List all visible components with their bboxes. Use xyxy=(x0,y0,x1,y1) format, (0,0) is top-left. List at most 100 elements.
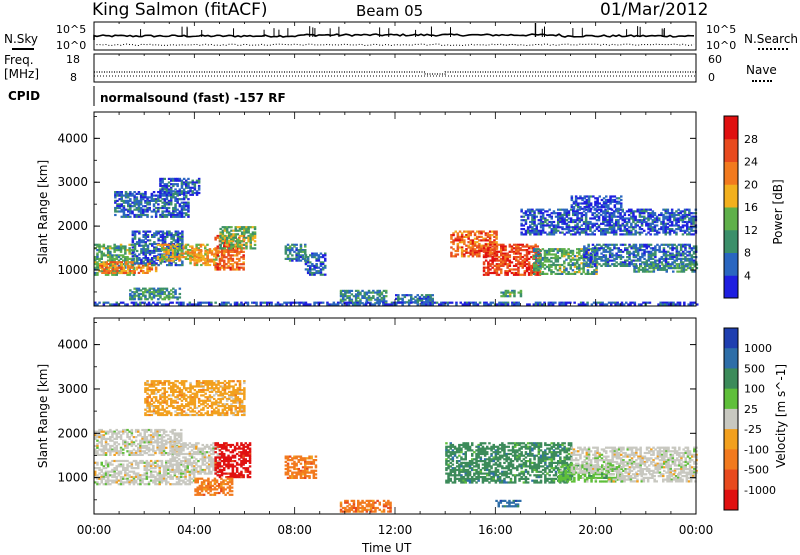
power-cell xyxy=(185,187,188,189)
power-cell xyxy=(664,303,667,305)
power-cell xyxy=(187,198,190,200)
power-cell xyxy=(478,239,481,241)
power-cell xyxy=(524,249,527,251)
power-cell xyxy=(581,208,584,210)
power-cell xyxy=(563,233,566,235)
power-cell xyxy=(181,192,184,194)
power-cell xyxy=(133,191,136,193)
power-cell xyxy=(485,256,488,258)
power-cell xyxy=(489,244,492,246)
power-cell xyxy=(573,302,576,304)
power-cell xyxy=(414,296,417,298)
power-cell xyxy=(609,244,612,246)
power-cell xyxy=(630,253,633,255)
power-cell xyxy=(615,210,618,212)
power-cell xyxy=(179,239,182,241)
power-cell xyxy=(691,271,694,273)
power-cell xyxy=(557,269,560,271)
power-cell xyxy=(189,190,192,192)
power-cell xyxy=(474,253,477,255)
power-cell xyxy=(187,216,190,218)
power-cell xyxy=(538,223,541,225)
power-cell xyxy=(643,230,646,232)
power-cell xyxy=(353,295,356,297)
power-cell xyxy=(133,274,136,276)
power-cell xyxy=(478,255,481,257)
velocity-cell xyxy=(133,467,136,469)
power-cell xyxy=(511,268,514,270)
power-cell xyxy=(129,195,132,197)
power-cell xyxy=(574,266,577,268)
power-cell xyxy=(168,185,171,187)
power-cell xyxy=(637,221,640,223)
power-cell xyxy=(146,298,149,300)
power-cell xyxy=(214,302,217,304)
velocity-cell xyxy=(103,467,106,469)
power-cell xyxy=(132,252,135,254)
power-cell xyxy=(596,244,599,246)
power-cell xyxy=(658,219,661,221)
power-cell xyxy=(602,233,605,235)
power-cell xyxy=(175,241,178,243)
velocity-cell xyxy=(116,469,119,471)
power-cell xyxy=(491,231,494,233)
power-cell xyxy=(485,249,488,251)
power-cell xyxy=(147,236,150,238)
power-cell xyxy=(161,260,164,262)
power-cell xyxy=(485,245,488,247)
power-cell xyxy=(632,228,635,230)
power-cell xyxy=(489,272,492,274)
power-cell xyxy=(587,265,590,267)
power-cell xyxy=(241,247,244,249)
power-cell xyxy=(557,264,560,266)
nsearch-trace xyxy=(94,44,694,45)
power-cell xyxy=(157,250,160,252)
power-cell xyxy=(470,243,473,245)
power-cell xyxy=(643,254,646,256)
power-cell xyxy=(639,249,642,251)
power-cell xyxy=(452,248,455,250)
power-cell xyxy=(478,236,481,238)
power-cell xyxy=(619,230,622,232)
power-cell xyxy=(120,258,123,260)
power-cell xyxy=(581,202,584,204)
power-cell xyxy=(151,200,154,202)
power-cell xyxy=(504,249,507,251)
power-cell xyxy=(667,228,670,230)
power-cell xyxy=(125,209,128,211)
power-cell xyxy=(592,247,595,249)
power-cell xyxy=(240,256,243,258)
power-cell xyxy=(620,199,623,201)
power-cell xyxy=(176,302,179,304)
power-cell xyxy=(126,303,129,305)
power-cell xyxy=(539,250,542,252)
power-cell xyxy=(649,209,652,211)
power-cell xyxy=(98,251,101,253)
power-cell xyxy=(128,244,131,246)
power-cell xyxy=(609,260,612,262)
velocity-cell xyxy=(103,483,106,485)
power-cell xyxy=(132,234,135,236)
power-cell xyxy=(672,271,675,273)
power-cell xyxy=(232,268,235,270)
power-cell xyxy=(519,274,522,276)
power-cell xyxy=(667,219,670,221)
nsky-trace xyxy=(94,34,694,40)
power-cell xyxy=(133,298,136,300)
power-cell xyxy=(649,217,652,219)
power-cell xyxy=(645,217,648,219)
power-cell xyxy=(385,295,388,297)
power-cell xyxy=(159,207,162,209)
power-cell xyxy=(461,241,464,243)
power-cell xyxy=(630,247,633,249)
power-cell xyxy=(595,273,598,275)
power-cell xyxy=(565,269,568,271)
power-cell xyxy=(634,303,637,305)
power-cell xyxy=(292,302,295,304)
power-cell xyxy=(638,303,641,305)
power-cell xyxy=(320,253,323,255)
power-cell xyxy=(644,271,647,273)
power-cell xyxy=(138,272,141,274)
power-cell xyxy=(519,249,522,251)
power-cell xyxy=(546,214,549,216)
